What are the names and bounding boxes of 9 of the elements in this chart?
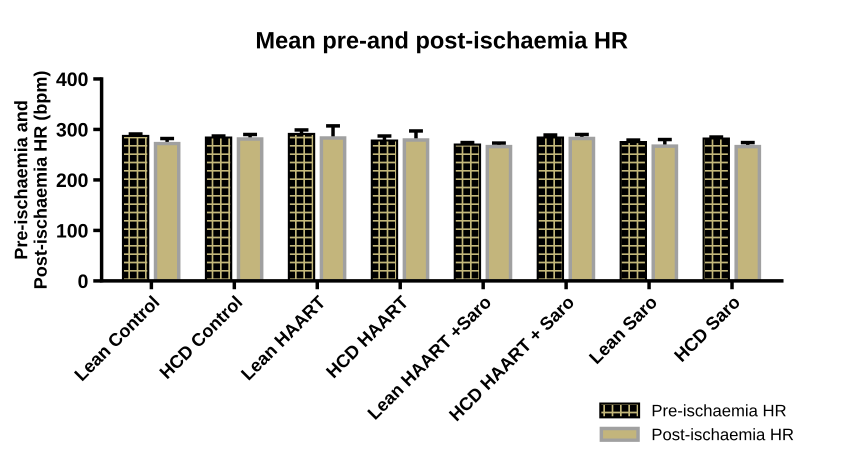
legend-label: Pre-ischaemia HR [652,404,786,416]
y-axis-title: Pre-ischaemia and Post-ischaemia HR (bpm) [14,71,50,288]
y-tick-label: 100 [57,224,88,238]
y-tick-label: 200 [56,173,88,188]
legend-label: Post-ischaemia HR [652,428,794,440]
y-tick-label: 400 [56,72,88,86]
y-tick-label: 300 [56,122,88,137]
chart-title: Mean pre-and post-ischaemia HR [256,31,628,54]
y-tick-label: 0 [78,274,88,288]
